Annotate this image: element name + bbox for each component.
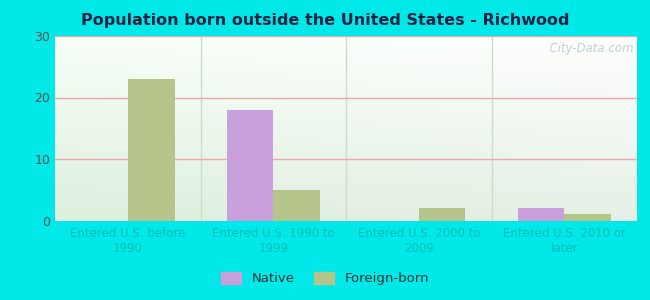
Bar	[518, 208, 564, 220]
Text: Population born outside the United States - Richwood: Population born outside the United State…	[81, 14, 569, 28]
Bar	[274, 190, 320, 220]
Bar	[564, 214, 611, 220]
Bar	[419, 208, 465, 220]
Bar	[128, 79, 174, 220]
Text: City-Data.com: City-Data.com	[543, 41, 634, 55]
Bar	[227, 110, 274, 220]
Legend: Native, Foreign-born: Native, Foreign-born	[216, 266, 434, 290]
